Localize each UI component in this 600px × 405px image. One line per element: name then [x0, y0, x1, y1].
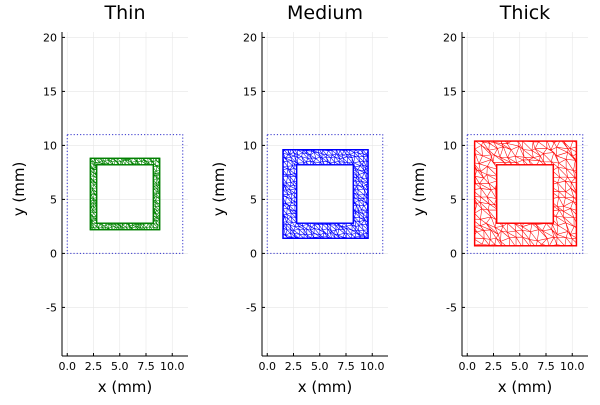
y-tick-label: 5 [450, 193, 457, 206]
y-tick-label: 15 [43, 85, 57, 98]
y-tick-label: -5 [446, 301, 457, 314]
mesh-outline [282, 149, 369, 239]
chart-title: Thin [104, 2, 146, 24]
y-tick-label: 10 [243, 139, 257, 152]
x-tick-label: 5.0 [111, 360, 129, 373]
mesh-edges [90, 158, 160, 230]
mesh-ring [89, 157, 161, 231]
subplot-1: 0.0 2.5 5.0 7.5 10.0 -5 0 5 10 15 20 Thin x (mm) y (m… [10, 2, 188, 396]
y-tick-label: 5 [250, 193, 257, 206]
x-tick-label: 2.5 [485, 360, 503, 373]
x-axis-label: x (mm) [498, 378, 553, 396]
y-tick-label: -5 [246, 301, 257, 314]
y-tick-label: -5 [46, 301, 57, 314]
x-tick-label: 0.0 [259, 360, 277, 373]
x-tick-label: 0.0 [59, 360, 77, 373]
x-tick-label: 10.0 [560, 360, 585, 373]
mesh-outline [89, 157, 161, 231]
y-tick-label: 10 [43, 139, 57, 152]
y-tick-label: 0 [250, 247, 257, 260]
x-axis-label: x (mm) [298, 378, 353, 396]
y-tick-label: 15 [243, 85, 257, 98]
boundary-box [466, 134, 584, 254]
x-axis-label: x (mm) [98, 378, 153, 396]
x-tick-label: 5.0 [511, 360, 529, 373]
y-tick-label: 20 [243, 31, 257, 44]
y-tick-label: 20 [443, 31, 457, 44]
x-tick-label: 2.5 [285, 360, 303, 373]
x-tick-label: 5.0 [311, 360, 329, 373]
y-tick-label: 0 [50, 247, 57, 260]
subplot-2: 0.0 2.5 5.0 7.5 10.0 -5 0 5 10 15 20 Medium x (mm) y … [210, 2, 388, 396]
boundary-box [66, 134, 184, 254]
x-tick-label: 10.0 [160, 360, 185, 373]
y-tick-label: 5 [50, 193, 57, 206]
chart-title: Medium [287, 2, 363, 24]
mesh-triangles [90, 158, 160, 230]
subplot-3: 0.0 2.5 5.0 7.5 10.0 -5 0 5 10 15 20 Thick x (mm) y (… [410, 2, 588, 396]
y-axis-label: y (mm) [210, 162, 228, 217]
y-tick-label: 15 [443, 85, 457, 98]
x-tick-label: 0.0 [459, 360, 477, 373]
mesh-outline [473, 140, 578, 247]
y-tick-label: 20 [43, 31, 57, 44]
x-tick-label: 7.5 [137, 360, 155, 373]
y-axis-label: y (mm) [10, 162, 28, 217]
x-tick-label: 7.5 [337, 360, 355, 373]
x-tick-label: 2.5 [85, 360, 103, 373]
boundary-box [266, 134, 384, 254]
y-tick-label: 10 [443, 139, 457, 152]
x-tick-label: 10.0 [360, 360, 385, 373]
x-tick-label: 7.5 [537, 360, 555, 373]
y-axis-label: y (mm) [410, 162, 428, 217]
chart-title: Thick [499, 2, 550, 24]
y-tick-label: 0 [450, 247, 457, 260]
